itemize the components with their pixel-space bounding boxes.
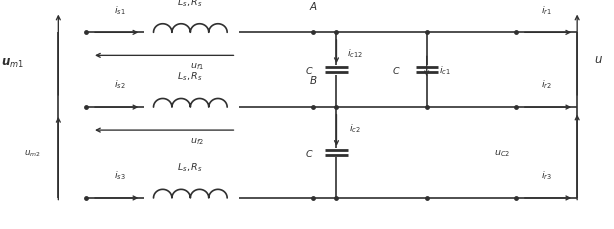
Text: $i_{r2}$: $i_{r2}$ — [541, 79, 552, 91]
Text: $C$: $C$ — [305, 147, 313, 158]
Text: $L_s, R_s$: $L_s, R_s$ — [177, 71, 203, 83]
Text: $i_{c1}$: $i_{c1}$ — [439, 64, 451, 77]
Text: $u_{f1}$: $u_{f1}$ — [190, 61, 203, 72]
Text: $L_s, R_s$: $L_s, R_s$ — [177, 0, 203, 8]
Text: $C$: $C$ — [392, 65, 400, 76]
Text: $i_{s2}$: $i_{s2}$ — [114, 79, 125, 91]
Text: $i_{r3}$: $i_{r3}$ — [541, 169, 552, 181]
Text: $i_{s3}$: $i_{s3}$ — [114, 169, 126, 181]
Text: $C$: $C$ — [305, 65, 313, 76]
Text: $i_{c12}$: $i_{c12}$ — [347, 48, 363, 60]
Text: $i_{s1}$: $i_{s1}$ — [114, 4, 126, 16]
Text: $u_{C2}$: $u_{C2}$ — [494, 148, 510, 158]
Text: $B$: $B$ — [309, 74, 317, 86]
Text: $u$: $u$ — [594, 52, 603, 65]
Text: $u_{m2}$: $u_{m2}$ — [23, 148, 41, 158]
Text: $A$: $A$ — [309, 0, 317, 12]
Text: $u_{f2}$: $u_{f2}$ — [190, 136, 203, 146]
Text: $i_{r1}$: $i_{r1}$ — [541, 4, 552, 16]
Text: $L_s, R_s$: $L_s, R_s$ — [177, 161, 203, 173]
Text: $\boldsymbol{u}_{m1}$: $\boldsymbol{u}_{m1}$ — [1, 57, 24, 70]
Text: $i_{c2}$: $i_{c2}$ — [349, 122, 361, 134]
